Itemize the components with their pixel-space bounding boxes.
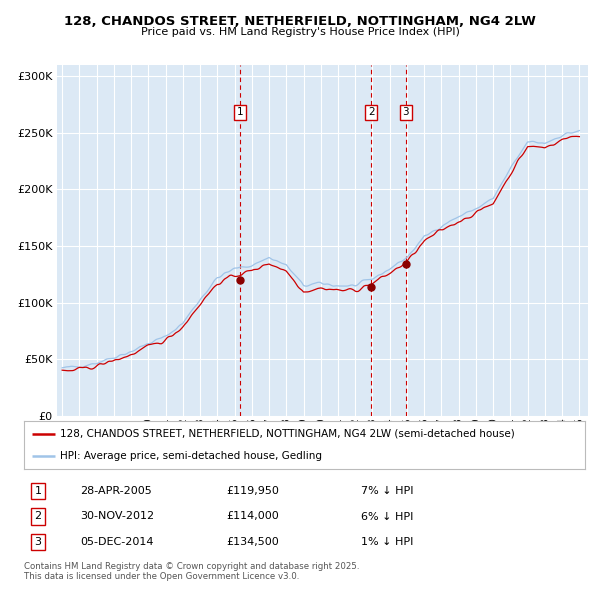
Text: 1: 1 [237, 107, 244, 117]
Text: 128, CHANDOS STREET, NETHERFIELD, NOTTINGHAM, NG4 2LW: 128, CHANDOS STREET, NETHERFIELD, NOTTIN… [64, 15, 536, 28]
Text: 128, CHANDOS STREET, NETHERFIELD, NOTTINGHAM, NG4 2LW (semi-detached house): 128, CHANDOS STREET, NETHERFIELD, NOTTIN… [61, 429, 515, 439]
Text: 1: 1 [35, 486, 41, 496]
Text: 2: 2 [368, 107, 374, 117]
Text: 30-NOV-2012: 30-NOV-2012 [80, 512, 154, 522]
Text: Price paid vs. HM Land Registry's House Price Index (HPI): Price paid vs. HM Land Registry's House … [140, 27, 460, 37]
Text: HPI: Average price, semi-detached house, Gedling: HPI: Average price, semi-detached house,… [61, 451, 322, 461]
Text: £114,000: £114,000 [226, 512, 279, 522]
Text: 28-APR-2005: 28-APR-2005 [80, 486, 152, 496]
Text: £134,500: £134,500 [226, 537, 279, 547]
Text: 05-DEC-2014: 05-DEC-2014 [80, 537, 154, 547]
Text: 6% ↓ HPI: 6% ↓ HPI [361, 512, 413, 522]
Text: 2: 2 [34, 512, 41, 522]
Text: 7% ↓ HPI: 7% ↓ HPI [361, 486, 413, 496]
Text: 3: 3 [402, 107, 409, 117]
Text: Contains HM Land Registry data © Crown copyright and database right 2025.
This d: Contains HM Land Registry data © Crown c… [24, 562, 359, 581]
Text: 3: 3 [35, 537, 41, 547]
Text: £119,950: £119,950 [226, 486, 279, 496]
Text: 1% ↓ HPI: 1% ↓ HPI [361, 537, 413, 547]
